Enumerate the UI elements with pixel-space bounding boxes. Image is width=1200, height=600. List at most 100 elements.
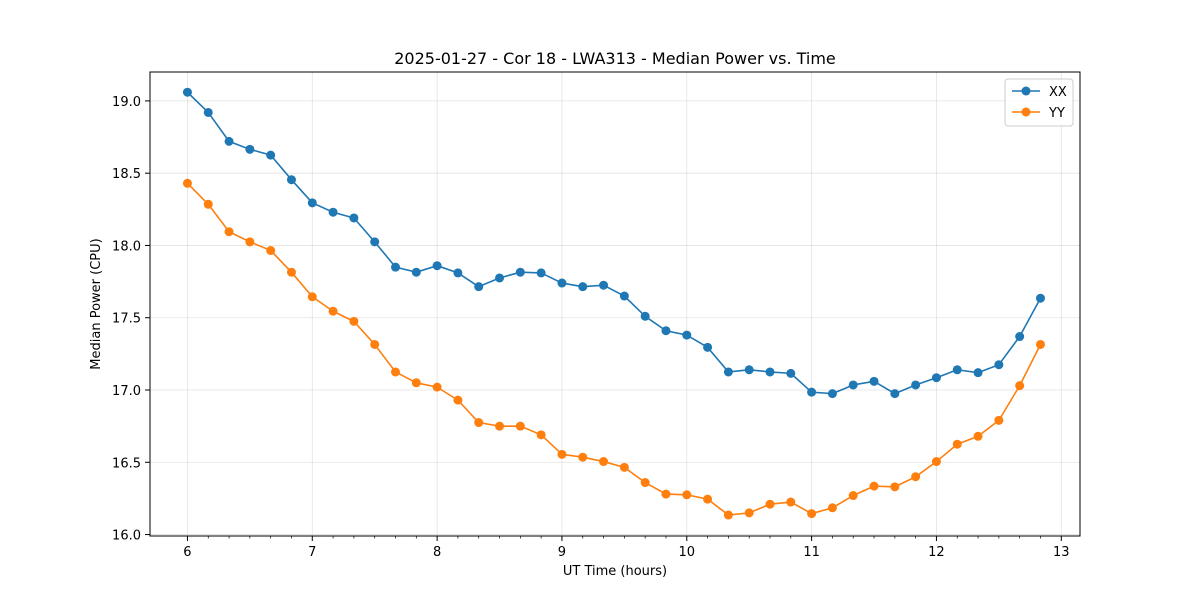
series-yy-point — [619, 462, 629, 472]
series-yy-point — [640, 478, 650, 488]
series-yy-point — [224, 227, 234, 237]
series-xx-point — [911, 380, 921, 390]
series-yy-point — [994, 415, 1004, 425]
series-yy-point — [474, 418, 484, 428]
series-xx-point — [619, 291, 629, 301]
series-yy-point — [952, 439, 962, 449]
x-tick-label: 13 — [1053, 545, 1070, 560]
series-yy-point — [703, 494, 713, 504]
series-yy-point — [307, 292, 317, 302]
series-xx-point — [536, 268, 546, 278]
series-xx-point — [578, 282, 588, 292]
series-yy-point — [245, 237, 255, 247]
series-xx-point — [703, 342, 713, 352]
series-xx-point — [411, 267, 421, 277]
series-xx-point — [723, 367, 733, 377]
series-xx-point — [1035, 293, 1045, 303]
series-yy-point — [286, 267, 296, 277]
series-yy-point — [182, 178, 192, 188]
x-tick-label: 8 — [433, 545, 441, 560]
series-xx-point — [328, 207, 338, 217]
series-xx-point — [973, 368, 983, 378]
series-yy-point — [911, 472, 921, 482]
y-tick-label: 18.5 — [112, 167, 141, 182]
series-xx-point — [994, 360, 1004, 370]
x-tick-label: 9 — [558, 545, 566, 560]
legend-xx-label: XX — [1049, 85, 1067, 100]
y-tick-label: 18.0 — [112, 239, 141, 254]
series-xx-point — [640, 311, 650, 321]
series-xx-point — [432, 261, 442, 271]
series-yy-point — [786, 497, 796, 507]
series-yy-point — [1035, 339, 1045, 349]
series-yy-point — [807, 509, 817, 519]
series-yy-point — [557, 449, 567, 459]
series-xx-point — [827, 389, 837, 399]
series-xx-point — [224, 136, 234, 146]
legend: XX YY — [1004, 78, 1074, 127]
series-yy-point — [890, 482, 900, 492]
series-yy-point — [765, 499, 775, 509]
series-yy-point — [682, 490, 692, 500]
x-tick-label: 10 — [679, 545, 696, 560]
series-xx-point — [557, 278, 567, 288]
series-xx-point — [266, 150, 276, 160]
series-xx-point — [931, 373, 941, 383]
x-tick-label: 12 — [928, 545, 945, 560]
series-xx-point — [349, 213, 359, 223]
x-tick-label: 11 — [803, 545, 820, 560]
legend-yy-marker — [1021, 107, 1031, 117]
y-tick-label: 17.0 — [112, 384, 141, 399]
series-xx-point — [203, 107, 213, 117]
series-yy-point — [827, 503, 837, 513]
series-yy-point — [1015, 381, 1025, 391]
series-yy-point — [931, 457, 941, 467]
series-yy-point — [536, 430, 546, 440]
y-tick-label: 19.0 — [112, 95, 141, 110]
legend-yy-label: YY — [1048, 106, 1065, 121]
series-yy-point — [203, 199, 213, 209]
x-axis-label: UT Time (hours) — [563, 564, 667, 579]
series-yy-point — [661, 489, 671, 499]
grid-lines — [150, 72, 1080, 536]
series-xx-point — [599, 280, 609, 290]
series-yy-point — [432, 382, 442, 392]
series-yy-point — [370, 339, 380, 349]
series-xx-point — [661, 326, 671, 336]
y-tick-label: 16.5 — [112, 456, 141, 471]
series-yy-point — [869, 481, 879, 491]
series-yy-point — [744, 508, 754, 518]
series-yy-point — [848, 491, 858, 501]
series-xx — [182, 87, 1045, 399]
series-xx-point — [744, 365, 754, 375]
y-tick-label: 16.0 — [112, 529, 141, 544]
series-xx-point — [245, 144, 255, 154]
series-yy-point — [515, 421, 525, 431]
series-xx-point — [869, 376, 879, 386]
series-yy-point — [973, 431, 983, 441]
series-xx-point — [682, 330, 692, 340]
series-xx-point — [370, 237, 380, 247]
series-xx-point — [474, 282, 484, 292]
x-tick-label: 6 — [183, 545, 191, 560]
series-xx-point — [515, 267, 525, 277]
series-xx-point — [307, 198, 317, 208]
series-xx-point — [890, 389, 900, 399]
series-xx-point — [952, 365, 962, 375]
chart-title: 2025-01-27 - Cor 18 - LWA313 - Median Po… — [394, 49, 836, 68]
x-tick-label: 7 — [308, 545, 316, 560]
series-yy-point — [578, 452, 588, 462]
series-yy-point — [391, 367, 401, 377]
series-yy-point — [723, 510, 733, 520]
series-xx-point — [765, 367, 775, 377]
series-yy-point — [349, 316, 359, 326]
series-xx-point — [848, 380, 858, 390]
series-xx-point — [807, 387, 817, 397]
series-yy — [182, 178, 1045, 520]
series-yy-point — [495, 421, 505, 431]
series-xx-point — [786, 368, 796, 378]
series-xx-point — [453, 268, 463, 278]
y-axis-label: Median Power (CPU) — [89, 238, 104, 369]
